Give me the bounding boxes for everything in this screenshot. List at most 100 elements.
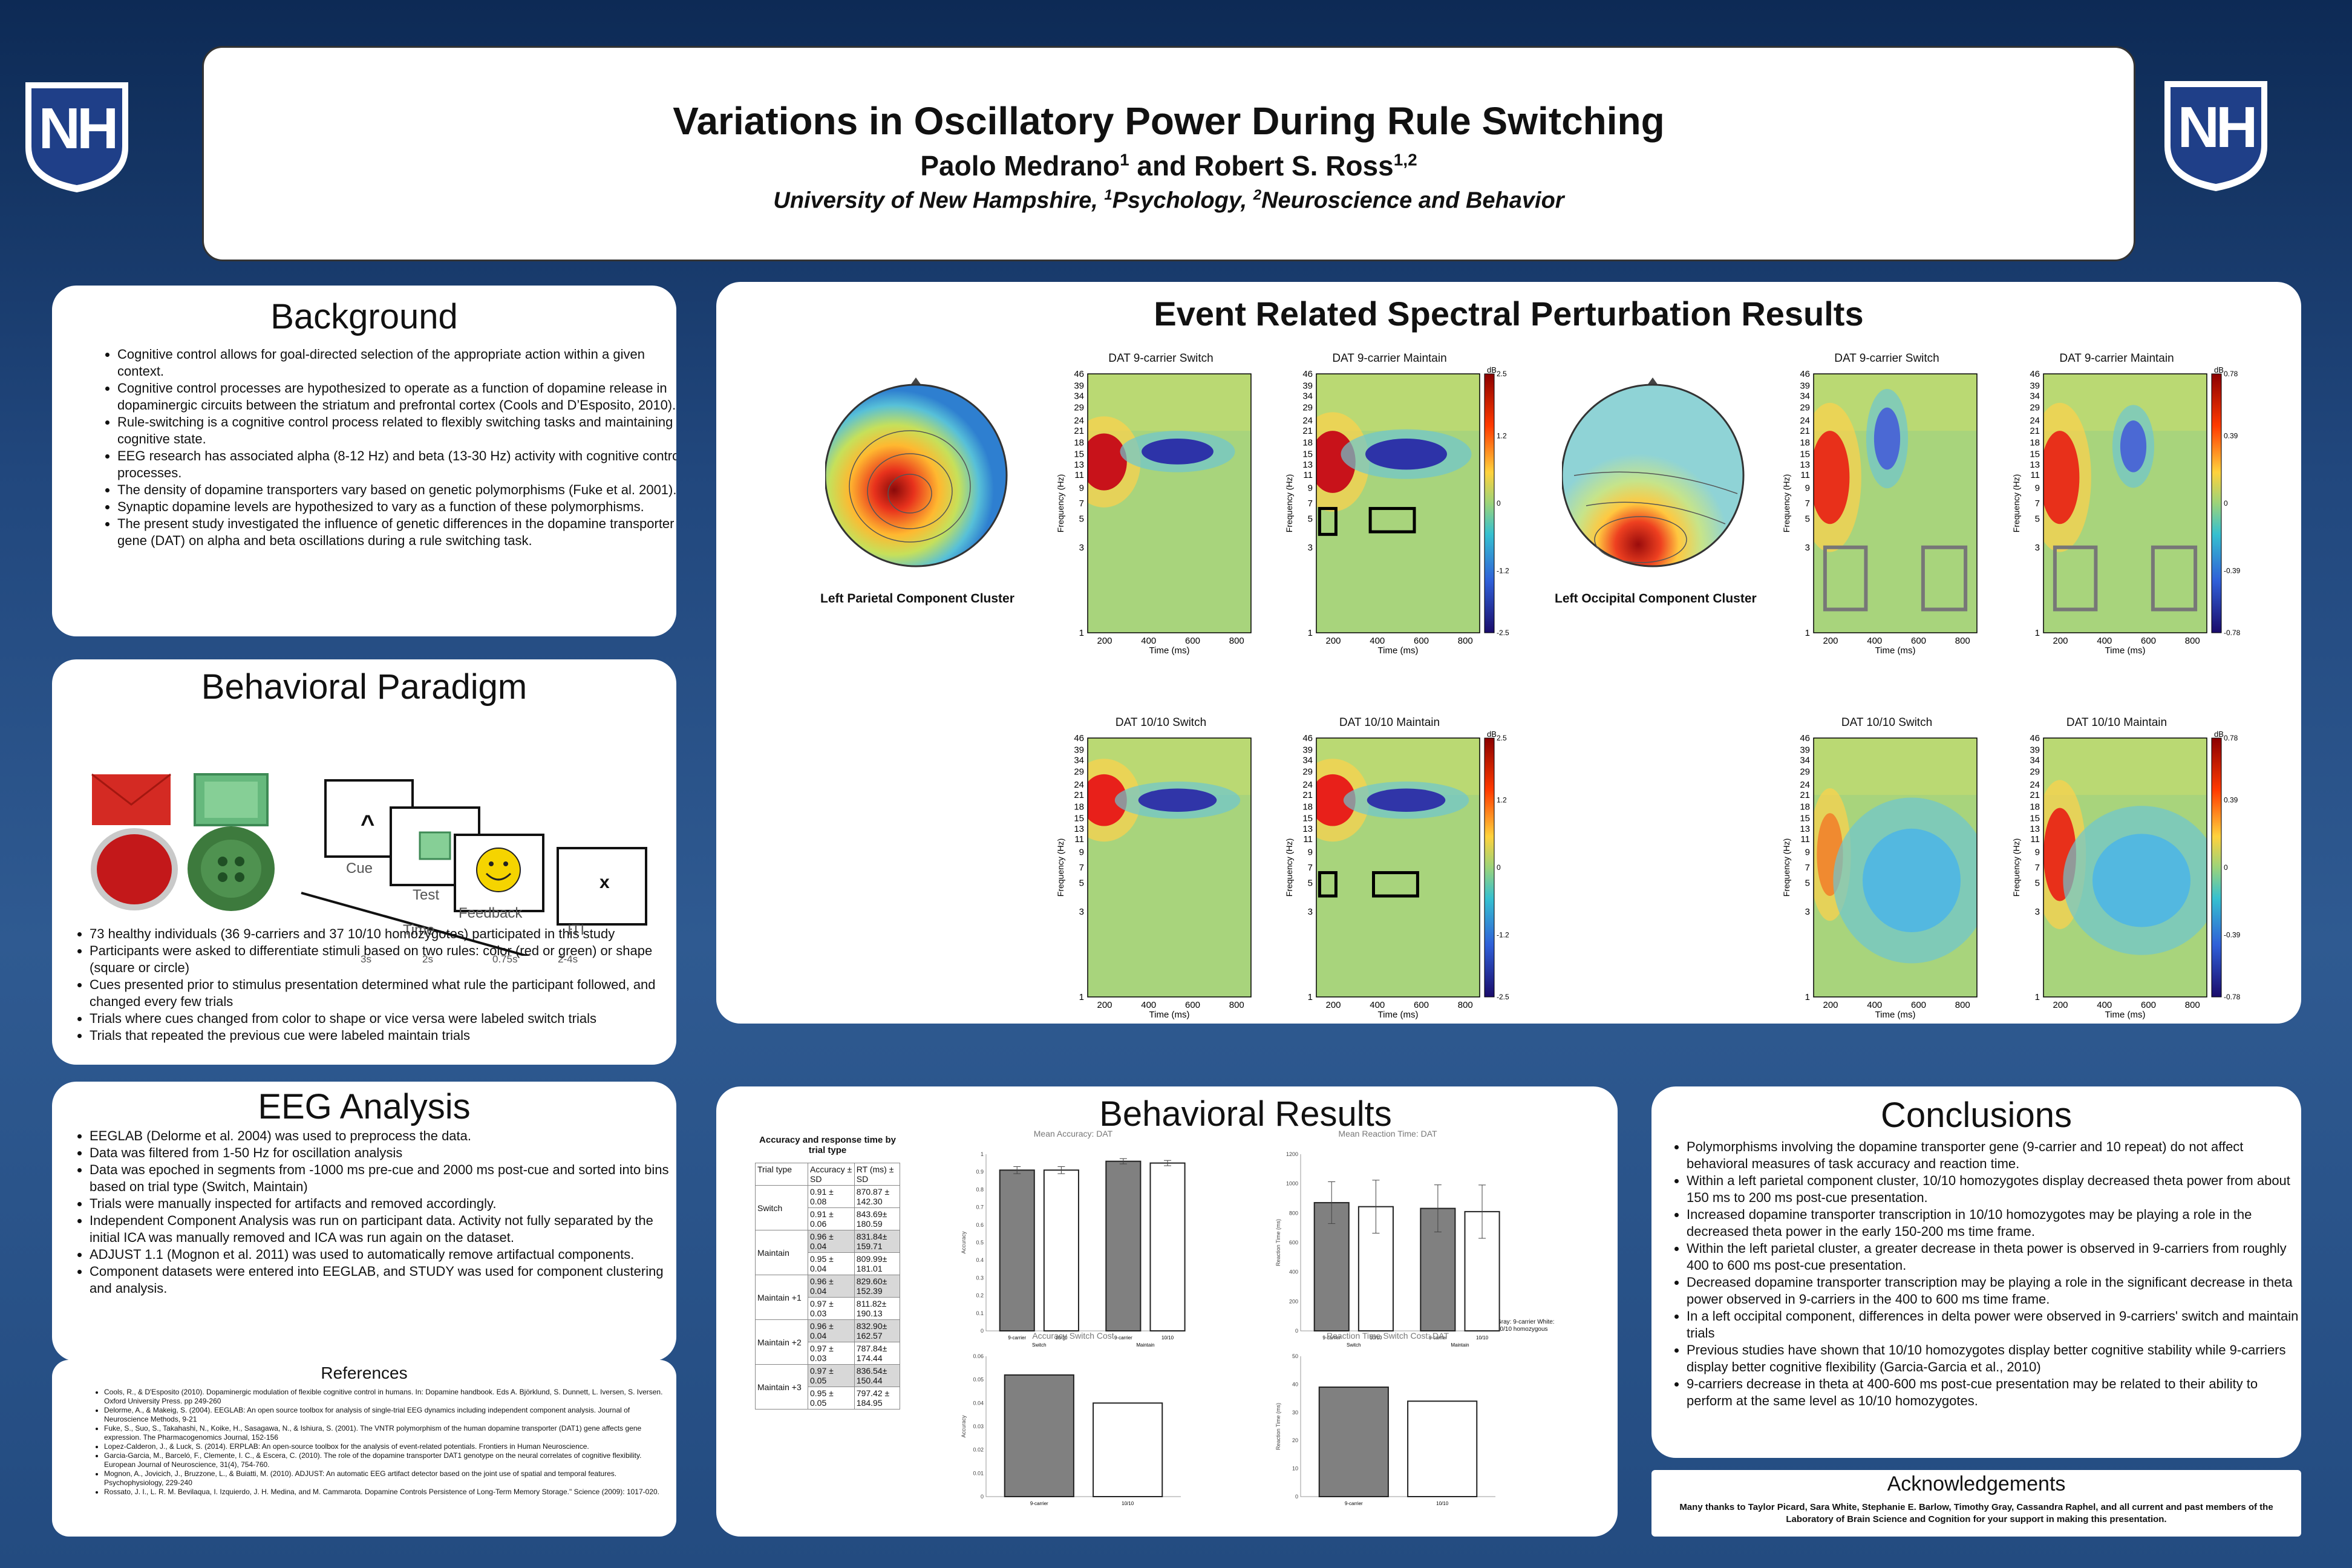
background-list: Cognitive control allows for goal-direct… [82, 346, 676, 549]
error-bar [1119, 1158, 1127, 1165]
time-axis-label: Time (ms) [1149, 1010, 1190, 1020]
freq-tick: 39 [1074, 381, 1084, 391]
freq-tick: 46 [1074, 733, 1084, 743]
time-tick: 600 [1185, 1000, 1200, 1010]
time-tick: 800 [1955, 1000, 1970, 1010]
scale-tick: -1.2 [1497, 566, 1509, 575]
time-tick: 600 [1911, 636, 1926, 646]
acknowledgments-title: Acknowledgements [1887, 1472, 2066, 1495]
time-tick: 200 [1325, 636, 1341, 646]
red-circle-stimulus [91, 828, 178, 910]
y-tick: 0 [1295, 1494, 1298, 1500]
list-item: Cognitive control allows for goal-direct… [117, 346, 676, 380]
freq-tick: 15 [1302, 814, 1313, 824]
freq-axis-label: Frequency (Hz) [1284, 474, 1294, 532]
time-tick: 200 [1823, 1000, 1838, 1010]
list-item: Fuke, S., Suo, S., Takahashi, N., Koike,… [104, 1424, 673, 1442]
scale-tick: 0.39 [2224, 432, 2238, 440]
freq-tick: 11 [1800, 834, 1810, 844]
scale-tick: -2.5 [1497, 629, 1509, 637]
topo-left-occipital [1562, 377, 1745, 567]
x-tick: 10/10 [1161, 1335, 1174, 1341]
freq-tick: 9 [1079, 847, 1084, 857]
y-tick: 0 [981, 1328, 984, 1334]
scale-tick: -0.78 [2224, 993, 2241, 1001]
freq-tick: 5 [1308, 514, 1313, 524]
time-label: Time [403, 922, 435, 938]
freq-tick: 1 [1805, 992, 1810, 1002]
table-header: Trial type [755, 1163, 808, 1186]
scale-tick: 0.78 [2224, 370, 2238, 378]
list-item: Synaptic dopamine levels are hypothesize… [117, 498, 676, 515]
freq-tick: 13 [1800, 824, 1810, 834]
y-tick: 0.6 [976, 1222, 984, 1228]
freq-tick: 7 [1308, 863, 1313, 873]
ersp-plot-title: DAT 10/10 Switch [1115, 716, 1207, 729]
list-item: Garcia-Garcia, M., Barceló, F., Clemente… [104, 1451, 673, 1469]
freq-tick: 46 [1800, 733, 1810, 743]
list-item: 73 healthy individuals (36 9-carriers an… [90, 926, 676, 942]
paradigm-list: 73 healthy individuals (36 9-carriers an… [64, 926, 676, 1044]
time-axis-label: Time (ms) [1149, 645, 1190, 656]
freq-tick: 39 [2030, 745, 2040, 755]
time-tick: 800 [1458, 1000, 1473, 1010]
time-tick: 400 [2097, 636, 2112, 646]
time-axis-label: Time (ms) [1378, 645, 1419, 656]
freq-tick: 15 [2030, 814, 2040, 824]
freq-tick: 7 [1805, 498, 1810, 509]
table-row: Maintain +1 [755, 1275, 808, 1320]
references-panel: References Cools, R., & D'Esposito (2010… [52, 1360, 676, 1537]
time-tick: 600 [2141, 636, 2156, 646]
bar [999, 1169, 1035, 1331]
eeg-list: EEGLAB (Delorme et al. 2004) was used to… [64, 1128, 676, 1297]
freq-tick: 46 [1800, 369, 1810, 379]
y-tick: 30 [1292, 1410, 1298, 1416]
list-item: Cools, R., & D'Esposito (2010). Dopamine… [104, 1388, 673, 1406]
unh-logo-right: NH [2162, 79, 2270, 192]
table-row: Maintain +3 [755, 1364, 808, 1410]
freq-tick: 3 [1805, 543, 1810, 553]
list-item: Trials where cues changed from color to … [90, 1010, 676, 1027]
y-tick: 0.7 [976, 1204, 984, 1210]
x-tick: 10/10 [1476, 1335, 1489, 1341]
freq-tick: 5 [1308, 878, 1313, 889]
freq-tick: 39 [1074, 745, 1084, 755]
freq-tick: 34 [1800, 391, 1810, 401]
error-bar [1328, 1181, 1336, 1224]
freq-axis-label: Frequency (Hz) [1782, 474, 1791, 532]
scale-tick: 0 [1497, 499, 1501, 508]
y-tick: 400 [1289, 1269, 1298, 1275]
highlight-box [1372, 871, 1419, 898]
x-tick: 10/10 [1055, 1335, 1068, 1341]
y-tick: 0.8 [976, 1186, 984, 1192]
ersp-plot: DAT 10/10 Switch 46 39 34 29 24 21 18 15 13 11 9 7 5 3… [1781, 716, 2011, 1024]
freq-tick: 39 [1302, 745, 1313, 755]
scale-tick: 0 [2224, 863, 2228, 872]
y-tick: 600 [1289, 1240, 1298, 1246]
freq-tick: 15 [2030, 449, 2040, 460]
time-tick: 200 [2053, 1000, 2068, 1010]
freq-tick: 13 [2030, 824, 2040, 834]
ersp-title: Event Related Spectral Perturbation Resu… [1154, 295, 1864, 333]
color-scale [2211, 373, 2222, 633]
y-tick: 50 [1292, 1353, 1298, 1359]
freq-tick: 46 [1302, 733, 1313, 743]
freq-tick: 24 [1074, 416, 1084, 426]
bar [1407, 1400, 1478, 1497]
x-tick: 10/10 [1122, 1501, 1134, 1506]
freq-tick: 3 [1079, 543, 1084, 553]
y-tick: 0.1 [976, 1310, 984, 1316]
table-header: RT (ms) ± SD [854, 1163, 901, 1186]
y-tick: 1 [981, 1151, 984, 1157]
scale-tick: 0 [1497, 863, 1501, 872]
y-tick: 40 [1292, 1381, 1298, 1387]
y-axis-label: Reaction Time (ms) [1275, 1403, 1281, 1450]
freq-axis-label: Frequency (Hz) [1056, 474, 1065, 532]
freq-tick: 11 [1303, 834, 1313, 844]
freq-tick: 24 [2030, 780, 2040, 790]
freq-tick: 24 [2030, 416, 2040, 426]
freq-tick: 24 [1074, 780, 1084, 790]
